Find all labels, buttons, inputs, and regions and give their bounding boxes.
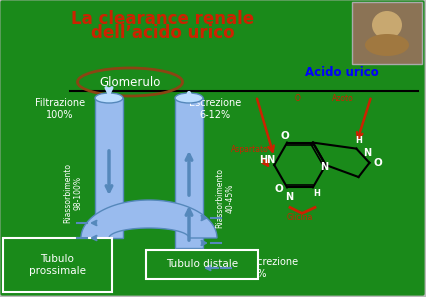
- Text: H: H: [355, 136, 362, 145]
- Text: Secrezione
50%: Secrezione 50%: [245, 257, 298, 279]
- Ellipse shape: [175, 93, 203, 103]
- Text: Riassorbimento
98-100%: Riassorbimento 98-100%: [63, 163, 83, 223]
- FancyBboxPatch shape: [3, 238, 112, 292]
- Text: N: N: [320, 162, 328, 172]
- Text: O: O: [373, 158, 382, 168]
- Text: Tubulo
prossimale: Tubulo prossimale: [29, 254, 86, 276]
- Text: N: N: [285, 192, 293, 203]
- Text: H: H: [314, 189, 320, 198]
- Text: Tubulo distale: Tubulo distale: [166, 259, 238, 269]
- Text: Escrezione
6-12%: Escrezione 6-12%: [189, 98, 241, 120]
- FancyBboxPatch shape: [146, 250, 258, 279]
- Text: La clearance renale: La clearance renale: [72, 10, 255, 28]
- Ellipse shape: [365, 34, 409, 56]
- FancyBboxPatch shape: [352, 2, 422, 64]
- Text: HN: HN: [259, 155, 275, 165]
- Text: Riassorbimento
40-45%: Riassorbimento 40-45%: [215, 168, 235, 228]
- FancyBboxPatch shape: [175, 98, 203, 248]
- Text: O: O: [275, 184, 283, 195]
- Ellipse shape: [95, 93, 123, 103]
- Ellipse shape: [372, 11, 402, 39]
- Text: Aspartato: Aspartato: [231, 146, 269, 154]
- Text: N: N: [363, 148, 371, 158]
- Text: Filtrazione
100%: Filtrazione 100%: [35, 98, 85, 120]
- Text: Acido urico: Acido urico: [305, 66, 379, 78]
- Polygon shape: [81, 200, 217, 238]
- Text: O: O: [295, 94, 301, 103]
- Text: Glomerulo: Glomerulo: [99, 75, 161, 89]
- FancyBboxPatch shape: [95, 98, 123, 238]
- Text: O: O: [281, 131, 290, 140]
- Text: Glicina: Glicina: [287, 213, 313, 222]
- Text: dell’acido urico: dell’acido urico: [91, 24, 235, 42]
- Text: Azoto: Azoto: [332, 94, 354, 103]
